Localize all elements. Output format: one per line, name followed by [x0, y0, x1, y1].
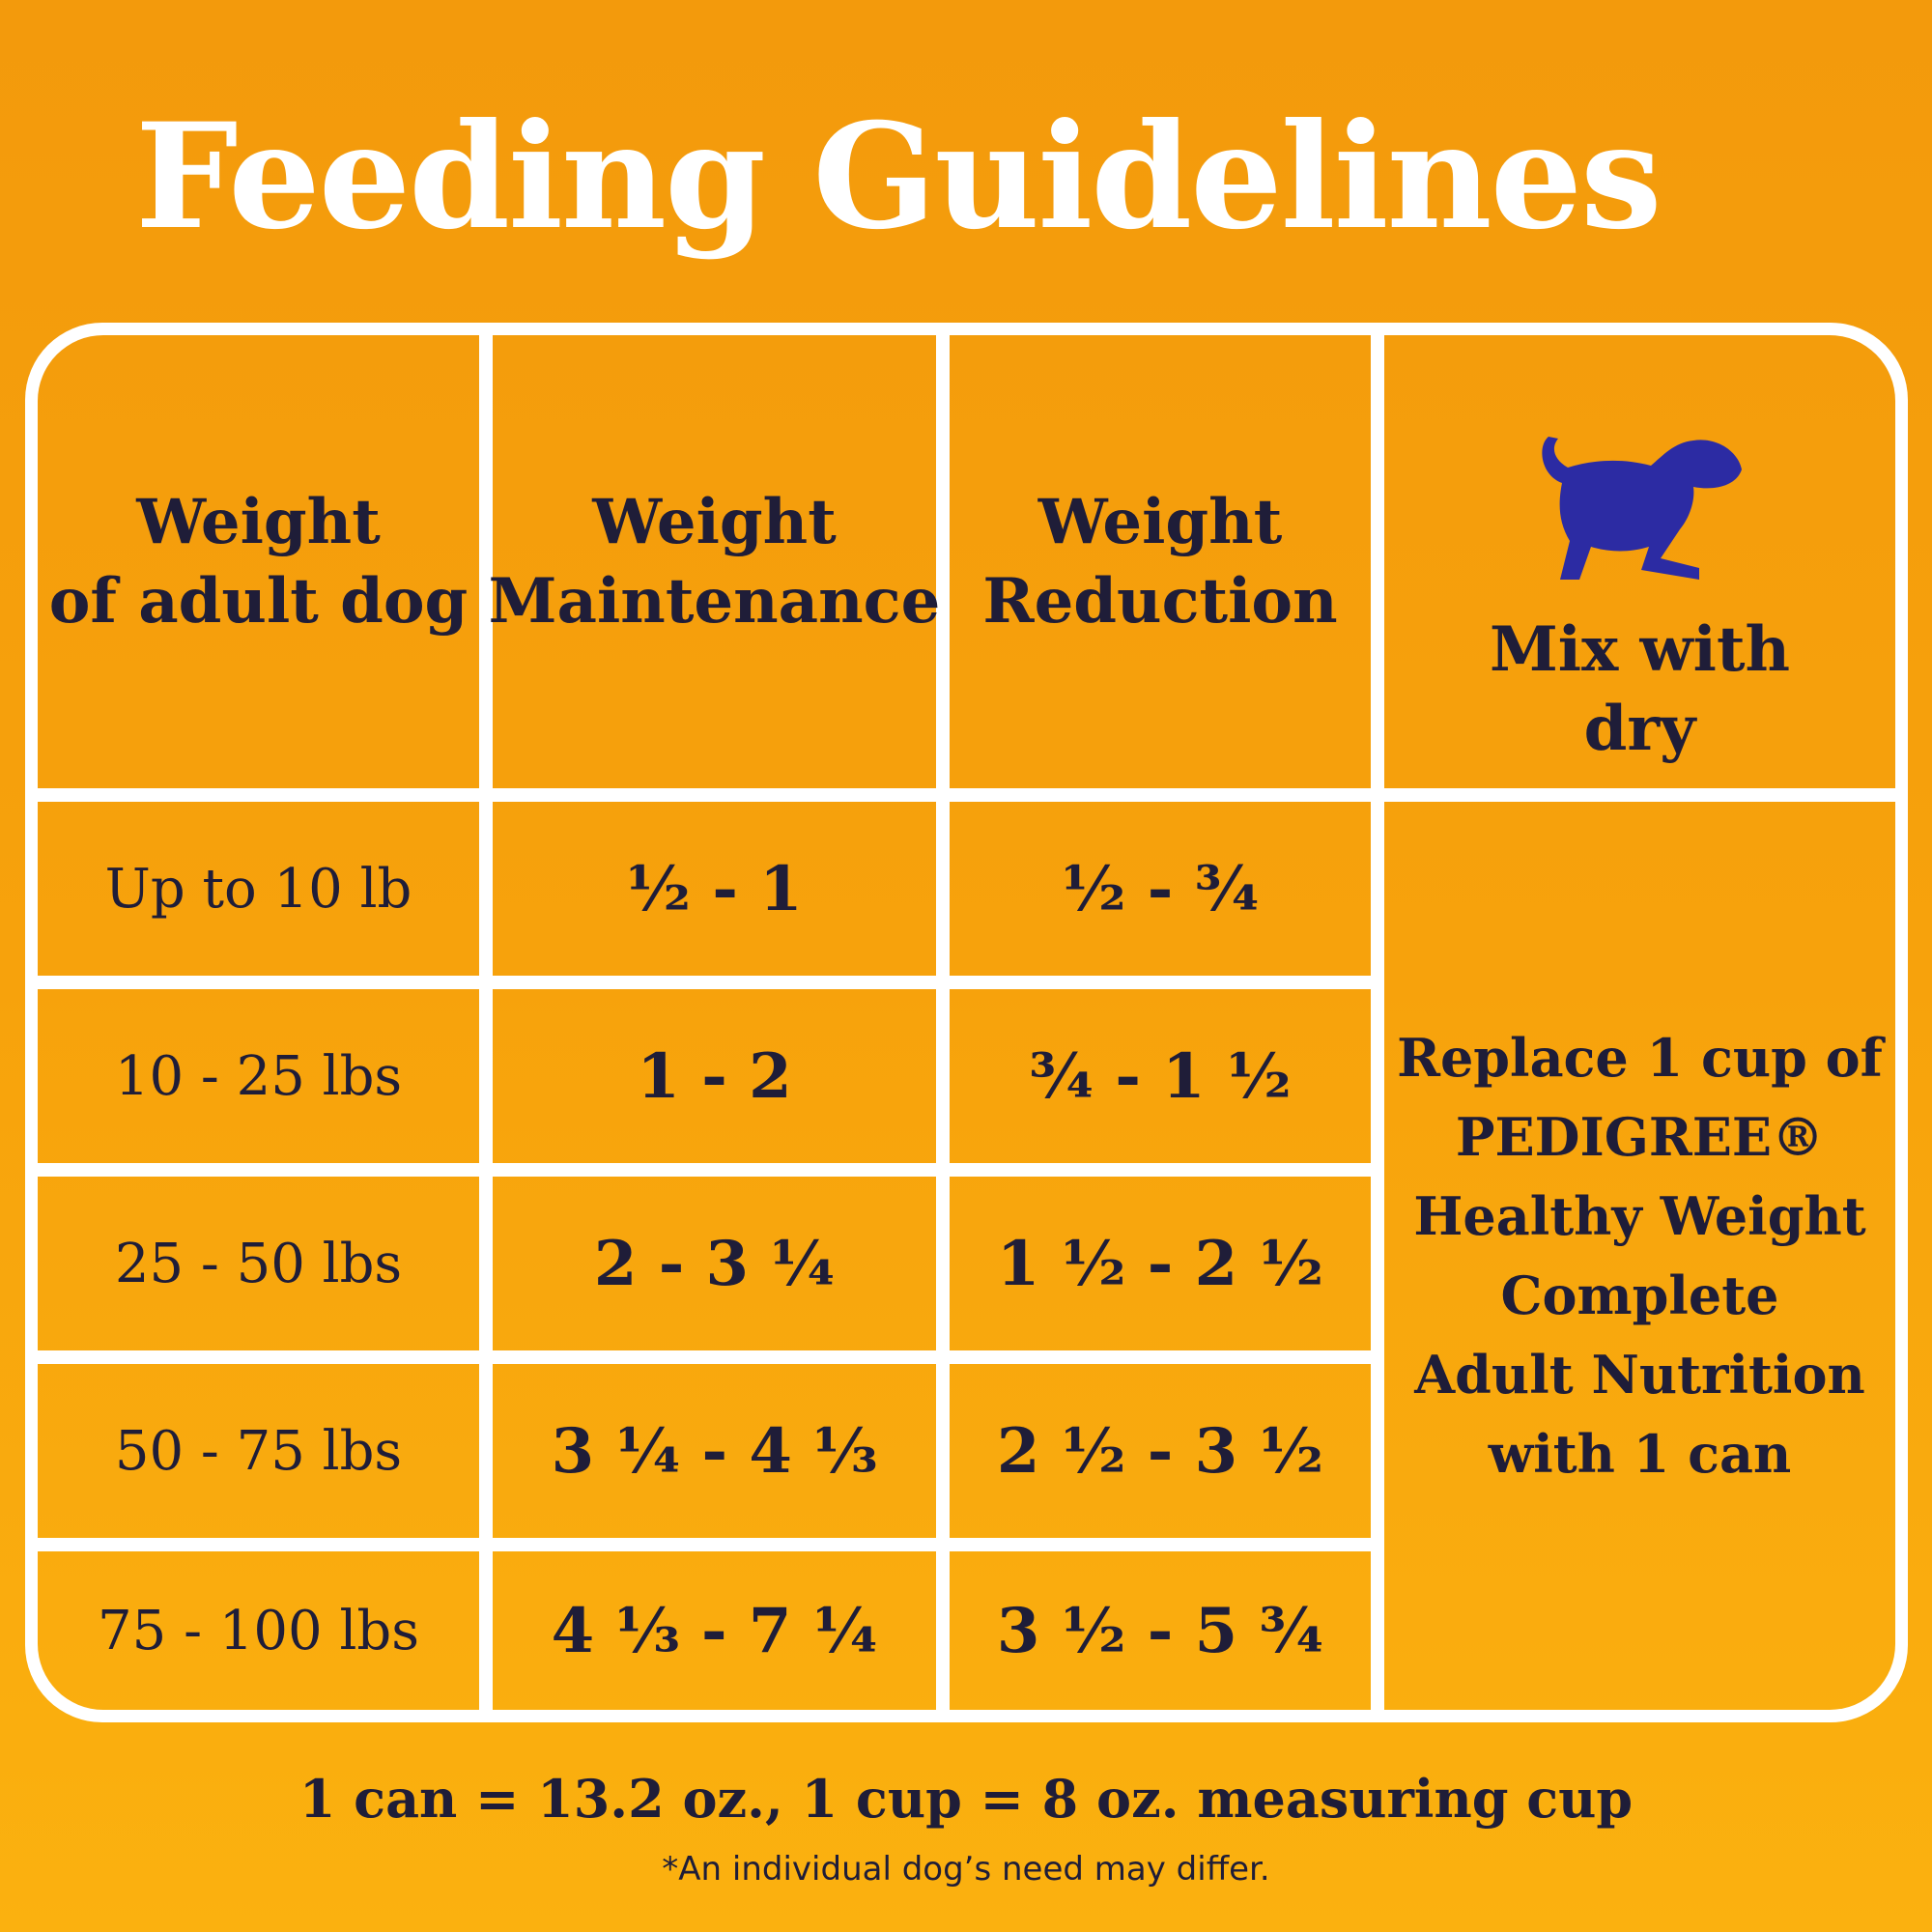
table-cell: 4 ⅓ - 7 ¼ — [493, 1551, 936, 1710]
text-line: ½ - 1 — [626, 852, 803, 925]
text-line: Up to 10 lb — [104, 857, 412, 921]
text-line: Healthy Weight — [1413, 1185, 1866, 1247]
text-line: Complete — [1500, 1264, 1779, 1326]
text-line: Weight — [592, 485, 837, 558]
text-line: PEDIGREE® — [1455, 1106, 1825, 1168]
table-cell: 2 ½ - 3 ½ — [950, 1364, 1371, 1538]
text-line: 2 - 3 ¼ — [593, 1227, 836, 1300]
note-cell: Replace 1 cup of PEDIGREE® Healthy Weight C… — [1384, 802, 1895, 1710]
text-line: 25 - 50 lbs — [114, 1232, 403, 1295]
footer-disclaimer: *An individual dog’s need may differ. — [662, 1850, 1270, 1889]
text-line: 4 ⅓ - 7 ¼ — [551, 1594, 878, 1667]
table-cell: 75 - 100 lbs — [38, 1551, 479, 1710]
text-line: Weight — [136, 485, 381, 558]
text-line: Weight — [1037, 485, 1283, 558]
text-line: Maintenance — [488, 564, 941, 638]
table-cell: Up to 10 lb — [38, 802, 479, 976]
header-cell: Weight of adult dog — [38, 335, 479, 788]
text-line: 3 ¼ - 4 ⅓ — [551, 1414, 878, 1488]
table-cell: 3 ½ - 5 ¾ — [950, 1551, 1371, 1710]
table-cell: ½ - 1 — [493, 802, 936, 976]
table-cell: ½ - ¾ — [950, 802, 1371, 976]
table: Weight of adult dog Weight Maintenance Weigh… — [38, 335, 1895, 1710]
header-cell: Mix with dry — [1384, 335, 1895, 788]
table-cell: 2 - 3 ¼ — [493, 1177, 936, 1350]
table-cell: 50 - 75 lbs — [38, 1364, 479, 1538]
table-cell: 25 - 50 lbs — [38, 1177, 479, 1350]
header-cell: Weight Reduction — [950, 335, 1371, 788]
title: Feeding Guidelines — [135, 92, 1662, 262]
text-line: ¾ - 1 ½ — [1029, 1039, 1292, 1113]
table-frame: Weight of adult dog Weight Maintenance Weigh… — [25, 323, 1908, 1722]
text-line: Mix with — [1489, 613, 1791, 686]
text-line: ½ - ¾ — [1061, 852, 1260, 925]
header-cell: Weight Maintenance — [489, 335, 940, 788]
text-line: of adult dog — [48, 564, 469, 638]
text-line: 3 ½ - 5 ¾ — [996, 1594, 1324, 1667]
table-cell: 1 ½ - 2 ½ — [950, 1177, 1371, 1350]
text-line: 1 - 2 — [637, 1039, 792, 1113]
text-line: dry — [1583, 693, 1696, 765]
text-line: Adult Nutrition — [1414, 1344, 1865, 1406]
text-line: Replace 1 cup of — [1397, 1027, 1883, 1089]
text-line: with 1 can — [1488, 1423, 1792, 1485]
table-cell: 3 ¼ - 4 ⅓ — [493, 1364, 936, 1538]
text-line: 10 - 25 lbs — [114, 1044, 403, 1108]
text-line: 75 - 100 lbs — [98, 1599, 419, 1662]
text-line: Reduction — [982, 564, 1338, 638]
text-line: 2 ½ - 3 ½ — [996, 1414, 1324, 1488]
footer-measure: 1 can = 13.2 oz., 1 cup = 8 oz. measurin… — [298, 1768, 1634, 1830]
table-cell: 10 - 25 lbs — [38, 989, 479, 1163]
table-cell: 1 - 2 — [493, 989, 936, 1163]
text-line: 50 - 75 lbs — [114, 1419, 403, 1483]
text-line: 1 ½ - 2 ½ — [996, 1227, 1324, 1300]
dog-icon — [1541, 437, 1742, 580]
table-cell: ¾ - 1 ½ — [950, 989, 1371, 1163]
